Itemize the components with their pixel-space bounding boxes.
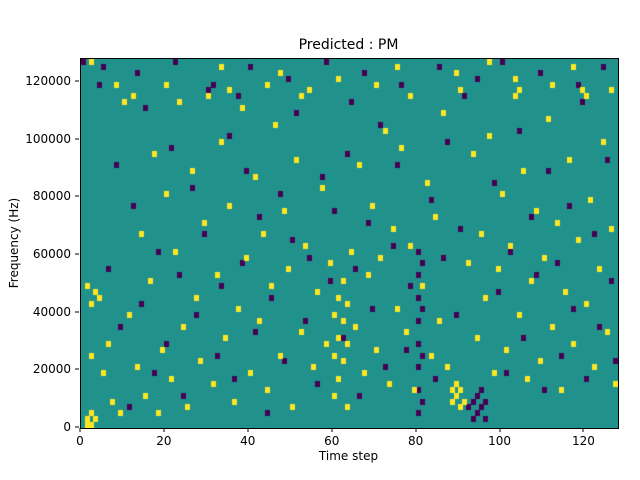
- x-tick-label: 100: [488, 434, 511, 448]
- y-tick-label: 100000: [25, 131, 71, 146]
- y-axis-label: Frequency (Hz): [7, 197, 21, 288]
- x-tick-label: 40: [240, 434, 256, 448]
- y-tick-label: 80000: [32, 189, 71, 204]
- x-tick-mark: [79, 428, 81, 432]
- x-tick-mark: [499, 428, 501, 432]
- y-tick-mark: [75, 253, 79, 255]
- y-tick-label: 40000: [32, 304, 71, 319]
- x-tick-mark: [415, 428, 417, 432]
- x-tick-label: 80: [407, 434, 424, 448]
- y-tick-label: 60000: [32, 247, 71, 262]
- x-tick-mark: [582, 428, 584, 432]
- x-tick-label: 0: [76, 434, 84, 448]
- y-tick-mark: [75, 138, 79, 140]
- y-tick-label: 20000: [32, 362, 71, 377]
- x-axis-label: Time step: [318, 449, 379, 463]
- y-tick-mark: [75, 311, 79, 313]
- y-tick-mark: [75, 426, 79, 428]
- heatmap-canvas: [81, 59, 618, 428]
- x-tick-mark: [163, 428, 165, 432]
- chart-title: Predicted : PM: [298, 37, 399, 53]
- x-tick-label: 60: [324, 434, 340, 448]
- y-tick-mark: [75, 195, 79, 197]
- y-tick-mark: [75, 80, 79, 82]
- x-tick-mark: [247, 428, 249, 432]
- y-tick-label: 120000: [25, 74, 71, 89]
- x-tick-label: 20: [156, 434, 172, 448]
- y-tick-label: 0: [63, 420, 71, 434]
- plot-area: [80, 58, 619, 429]
- x-tick-label: 120: [571, 434, 595, 448]
- y-tick-mark: [75, 368, 79, 370]
- x-tick-mark: [331, 428, 333, 432]
